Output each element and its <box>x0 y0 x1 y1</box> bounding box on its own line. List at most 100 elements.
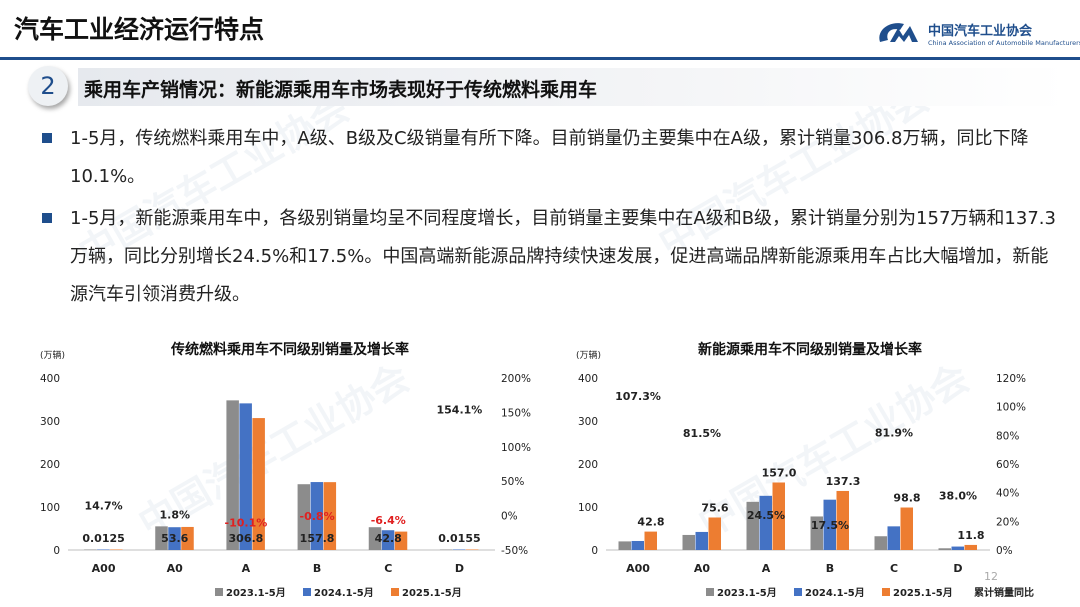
y2-tick-label: 50% <box>501 476 524 488</box>
section-number-badge: 2 <box>28 66 68 106</box>
y2-tick-label: 120% <box>996 373 1026 385</box>
bar-C-1 <box>381 530 395 550</box>
x-tick-label: A0 <box>694 562 711 575</box>
chart-title: 新能源乘用车不同级别销量及增长率 <box>698 341 922 358</box>
growth-label: 24.5% <box>747 509 785 522</box>
x-tick-label: C <box>384 562 392 575</box>
x-tick-label: D <box>953 562 962 575</box>
bar-C-1 <box>887 526 900 550</box>
growth-label: 81.5% <box>683 427 721 440</box>
x-tick-label: B <box>826 562 834 575</box>
bullet-square-icon <box>42 213 52 223</box>
section-title: 乘用车产销情况：新能源乘用车市场表现好于传统燃料乘用车 <box>84 79 598 101</box>
chart-new-energy: 新能源乘用车不同级别销量及增长率 (万辆) 0 100 200 300 400 0% 20% 40… <box>560 338 1060 606</box>
bar-B-1 <box>823 499 836 550</box>
legend-swatch <box>794 588 802 596</box>
legend-label: 2023.1-5月 <box>226 587 286 599</box>
caam-logo: 中国汽车工业协会 China Association of Automobile… <box>876 18 1080 54</box>
y-axis-unit-label: (万辆) <box>576 349 601 361</box>
y-axis-unit-label: (万辆) <box>40 349 65 361</box>
legend-label: 2024.1-5月 <box>805 587 865 599</box>
bar-A0-1 <box>695 531 708 550</box>
bar-A00-0 <box>84 549 97 550</box>
y2-tick-label: 60% <box>996 459 1019 471</box>
data-label: 42.8 <box>375 532 402 545</box>
y-tick-label: 200 <box>40 459 60 471</box>
y2-tick-label: 0% <box>996 545 1013 557</box>
y2-tick-label: 80% <box>996 430 1019 442</box>
y2-tick-label: -50% <box>501 545 528 557</box>
data-label: 137.3 <box>826 475 861 488</box>
growth-label: -6.4% <box>371 514 406 527</box>
bar-A-0 <box>746 501 759 550</box>
x-tick-label: A0 <box>167 562 184 575</box>
bar-A0-2 <box>181 526 194 550</box>
growth-label: 38.0% <box>939 490 977 503</box>
legend-swatch <box>303 588 311 596</box>
y-tick-label: 100 <box>578 502 598 514</box>
section-heading: 2 乘用车产销情况：新能源乘用车市场表现好于传统燃料乘用车 <box>22 66 1068 110</box>
header-divider <box>0 57 1080 60</box>
bar-C-0 <box>368 527 382 550</box>
y2-tick-label: 200% <box>501 373 531 385</box>
bar-C-0 <box>874 536 887 550</box>
y-tick-label: 0 <box>591 545 598 557</box>
x-tick-label: A00 <box>92 562 116 575</box>
bar-A0-1 <box>168 527 181 550</box>
bar-A0-0 <box>155 526 168 550</box>
legend-label: 累计销量同比 <box>974 586 1034 599</box>
growth-label: 17.5% <box>811 519 849 532</box>
data-label: 53.6 <box>161 532 188 545</box>
bullet-text: 1-5月，新能源乘用车中，各级别销量均呈不同程度增长，目前销量主要集中在A级和B… <box>70 208 1056 305</box>
y-tick-label: 300 <box>578 416 598 428</box>
bar-B-0 <box>810 516 823 550</box>
bar-A-1 <box>759 495 772 550</box>
growth-label: 1.8% <box>159 508 190 521</box>
y2-tick-label: 100% <box>501 442 531 454</box>
data-label: 0.0155 <box>438 532 480 545</box>
bar-A-1 <box>239 403 252 550</box>
x-tick-label: D <box>455 562 464 575</box>
growth-label: -10.1% <box>225 517 268 530</box>
chart-traditional-fuel-svg: 传统燃料乘用车不同级别销量及增长率 (万辆) 0 100 200 300 400 -50% 0%… <box>40 341 531 599</box>
bullet-square-icon <box>42 133 52 143</box>
y2-tick-label: 20% <box>996 516 1019 528</box>
bar-A0-0 <box>682 534 695 550</box>
bar-B-2 <box>836 490 849 550</box>
chart-title: 传统燃料乘用车不同级别销量及增长率 <box>170 341 409 358</box>
data-label: 75.6 <box>701 501 728 514</box>
legend-swatch <box>882 588 890 596</box>
growth-label: 81.9% <box>875 427 913 440</box>
bar-A00-1 <box>97 549 110 550</box>
bar-B-2 <box>323 482 337 550</box>
y2-tick-label: 150% <box>501 407 531 419</box>
bar-D-1 <box>452 549 466 550</box>
y2-tick-label: 100% <box>996 402 1026 414</box>
legend-label: 2025.1-5月 <box>893 587 953 599</box>
bar-B-0 <box>297 484 311 550</box>
growth-label: -0.8% <box>300 510 335 523</box>
bullet-list: 1-5月，传统燃料乘用车中，A级、B级及C级销量有所下降。目前销量仍主要集中在A… <box>40 120 1060 314</box>
y-tick-label: 300 <box>40 416 60 428</box>
section-bar <box>78 68 1068 106</box>
bar-A00-2 <box>644 531 657 550</box>
growth-label: 107.3% <box>615 390 661 403</box>
data-label: 0.0125 <box>82 532 124 545</box>
legend-swatch <box>391 588 399 596</box>
data-label: 42.8 <box>637 516 664 529</box>
y2-tick-label: 40% <box>996 488 1019 500</box>
bullet-item: 1-5月，新能源乘用车中，各级别销量均呈不同程度增长，目前销量主要集中在A级和B… <box>40 200 1060 314</box>
data-label: 98.8 <box>893 492 920 505</box>
y-tick-label: 400 <box>578 373 598 385</box>
y-tick-label: 200 <box>578 459 598 471</box>
data-label: 157.0 <box>762 466 797 479</box>
legend-label: 2025.1-5月 <box>402 587 462 599</box>
bar-D-0 <box>439 549 453 550</box>
bar-D-2 <box>964 544 977 550</box>
bar-A0-2 <box>708 517 721 550</box>
legend-label: 2023.1-5月 <box>717 587 777 599</box>
bar-A00-1 <box>631 540 644 550</box>
x-tick-label: B <box>313 562 321 575</box>
bar-A-2 <box>772 482 785 550</box>
legend-swatch <box>706 588 714 596</box>
